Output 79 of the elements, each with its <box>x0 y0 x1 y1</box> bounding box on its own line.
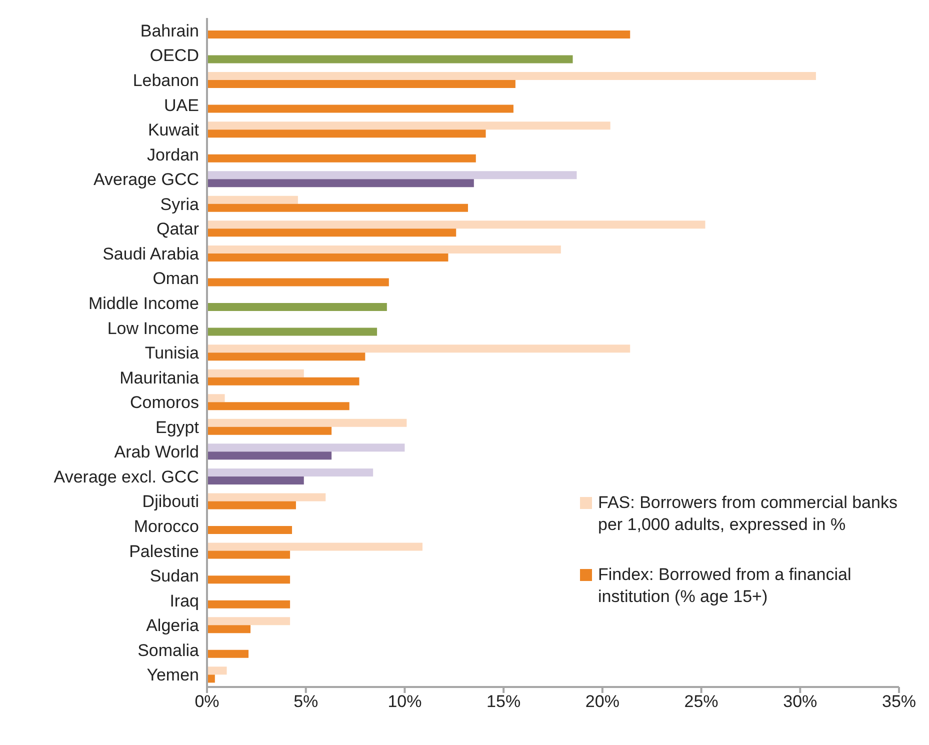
bar <box>207 418 407 427</box>
x-tick-label: 10% <box>388 692 422 712</box>
bar <box>207 204 468 212</box>
y-tick-label: Djibouti <box>142 492 199 512</box>
bar <box>207 179 474 188</box>
bar <box>207 154 476 162</box>
y-tick-label: Average excl. GCC <box>54 467 199 486</box>
bar <box>207 278 389 286</box>
bar <box>207 625 250 634</box>
bar <box>207 130 486 138</box>
y-tick-label: Average GCC <box>93 170 199 190</box>
bar <box>207 377 360 386</box>
y-tick-label: Middle Income <box>88 294 199 313</box>
y-tick-label: Palestine <box>129 542 199 561</box>
bar <box>207 196 298 204</box>
x-tick-label: 15% <box>486 692 521 712</box>
x-tick-label: 35% <box>882 692 916 712</box>
bar <box>207 80 516 88</box>
bar <box>207 468 374 476</box>
legend-label: Findex: Borrowed from a financial institution (% age 15+) <box>598 564 852 608</box>
bar <box>207 452 332 460</box>
y-tick-label: Lebanon <box>132 70 199 90</box>
x-tick-label: 25% <box>684 692 718 712</box>
y-tick-label: Qatar <box>156 220 200 239</box>
bar <box>207 220 706 229</box>
y-tick-label: Bahrain <box>140 21 199 40</box>
bar <box>207 666 227 675</box>
bar <box>207 426 332 435</box>
bar <box>207 542 423 551</box>
bar <box>207 550 290 559</box>
bar <box>207 526 292 534</box>
bar <box>207 328 378 336</box>
bar <box>207 444 405 452</box>
y-tick-label: Comoros <box>130 393 199 412</box>
bar <box>207 171 577 180</box>
bar <box>207 72 816 80</box>
y-tick-label: Egypt <box>156 418 200 437</box>
bar <box>207 501 296 510</box>
y-tick-label: Iraq <box>170 591 199 610</box>
x-tick-label: 20% <box>585 692 620 712</box>
bar <box>207 650 249 658</box>
y-tick-label: Algeria <box>146 616 200 636</box>
y-tick-label: Yemen <box>146 666 199 685</box>
y-tick-label: Arab World <box>114 442 199 462</box>
bar <box>207 352 366 361</box>
y-tick-label: Somalia <box>138 640 200 660</box>
y-tick-label: Oman <box>152 269 199 288</box>
bar <box>207 476 304 484</box>
y-tick-label: UAE <box>164 96 199 115</box>
x-tick-label: 5% <box>294 692 318 712</box>
y-tick-label: Mauritania <box>120 368 200 388</box>
bar <box>207 245 561 254</box>
bar <box>207 104 514 113</box>
bar <box>207 576 290 584</box>
bar <box>207 617 290 626</box>
y-tick-label: Tunisia <box>144 344 200 363</box>
bar <box>207 600 290 608</box>
bar <box>207 253 448 262</box>
bar <box>207 122 610 130</box>
y-tick-label: OECD <box>150 46 199 66</box>
y-tick-label: Morocco <box>134 516 199 536</box>
bar <box>207 30 630 38</box>
bar <box>207 344 630 353</box>
x-tick-label: 0% <box>194 692 220 712</box>
bar <box>207 303 387 312</box>
bar <box>207 402 350 410</box>
bar <box>207 493 326 502</box>
x-tick-label: 30% <box>783 692 818 712</box>
y-tick-label: Jordan <box>147 145 199 164</box>
y-tick-label: Syria <box>160 194 200 214</box>
y-tick-label: Low Income <box>107 318 199 338</box>
bar <box>207 369 304 378</box>
y-tick-label: Saudi Arabia <box>102 244 200 264</box>
y-tick-label: Kuwait <box>148 120 200 140</box>
legend-label: FAS: Borrowers from commercial banks per 1,000 adults, expressed in % <box>598 492 898 536</box>
bar <box>207 228 456 237</box>
bar <box>207 394 225 402</box>
y-tick-label: Sudan <box>150 566 199 586</box>
bar <box>207 55 573 64</box>
